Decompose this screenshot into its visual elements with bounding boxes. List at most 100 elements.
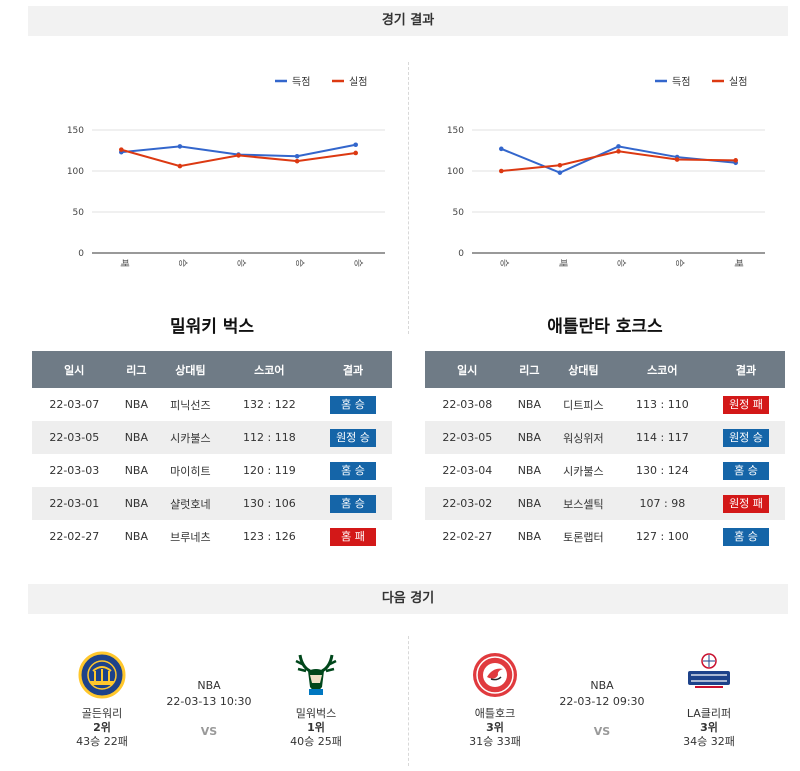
series-line bbox=[501, 150, 736, 172]
x-tick-label: 승 bbox=[498, 259, 509, 267]
column-divider bbox=[408, 62, 409, 334]
cell-opponent: 샬럿호네 bbox=[156, 487, 225, 520]
y-tick-label: 0 bbox=[458, 249, 464, 259]
cell-date: 22-03-05 bbox=[32, 421, 117, 454]
data-point bbox=[294, 153, 300, 159]
home-team-rank: 3위 bbox=[486, 721, 504, 734]
table-row: 22-03-07 NBA 피닉선즈 132 : 122 홈 승 bbox=[32, 388, 392, 421]
cell-result: 홈 승 bbox=[707, 520, 785, 553]
clippers-logo-icon bbox=[688, 653, 730, 688]
col-result: 결과 bbox=[707, 351, 785, 388]
cell-score: 130 : 124 bbox=[636, 464, 689, 477]
cell-league: NBA bbox=[116, 487, 157, 520]
x-tick-label: 승 bbox=[294, 259, 305, 267]
data-point bbox=[353, 150, 359, 156]
table-row: 22-03-02 NBA 보스셀틱 107 : 98 원정 패 bbox=[425, 487, 785, 520]
data-point bbox=[177, 144, 183, 149]
cell-league: NBA bbox=[124, 530, 149, 543]
home-team-rank: 2위 bbox=[93, 721, 111, 734]
cell-date: 22-02-27 bbox=[442, 530, 493, 543]
next-match-card[interactable]: 애틀호크 3위 31승 33패 NBA 22-03-12 09:30 VS LA… bbox=[425, 645, 785, 765]
col-score: 스코어 bbox=[617, 351, 707, 388]
away-team-record: 34승 32패 bbox=[683, 735, 735, 748]
result-badge: 홈 승 bbox=[330, 494, 376, 513]
cell-opponent: 피닉선즈 bbox=[170, 398, 211, 412]
data-point bbox=[557, 170, 563, 175]
chart-milwaukee: 득점 실점 0 50 100 150 패 승 승 승 승 bbox=[40, 62, 400, 277]
x-tick-label: 패 bbox=[557, 259, 568, 267]
data-point bbox=[616, 144, 621, 149]
data-point bbox=[499, 146, 504, 152]
cell-result: 홈 승 bbox=[707, 454, 785, 487]
next-match-card[interactable]: 골든워리 2위 43승 22패 NBA 22-03-13 10:30 VS 밀워… bbox=[32, 645, 392, 765]
chart-svg-atlanta: 득점 실점 0 50 100 150 승 패 승 승 패 bbox=[447, 76, 765, 267]
home-team[interactable]: 골든워리 2위 43승 22패 bbox=[52, 651, 152, 749]
cell-result: 홈 승 bbox=[314, 454, 392, 487]
col-date: 일시 bbox=[425, 351, 510, 388]
data-point bbox=[236, 153, 241, 158]
next-games-section-header: 다음 경기 bbox=[28, 584, 788, 614]
team-title-atlanta: 애틀란타 호크스 bbox=[547, 317, 663, 337]
cell-league: NBA bbox=[517, 464, 542, 477]
results-table-milwaukee: 일시 리그 상대팀 스코어 결과 22-03-07 NBA 피닉선즈 132 : 12… bbox=[32, 351, 392, 553]
cell-opponent: 보스셀틱 bbox=[549, 487, 618, 520]
chart-atlanta: 득점 실점 0 50 100 150 승 패 승 승 패 bbox=[420, 62, 780, 277]
cell-score: 123 : 126 bbox=[243, 530, 296, 543]
y-tick-label: 150 bbox=[67, 126, 84, 136]
y-tick-label: 100 bbox=[67, 167, 84, 177]
cell-score: 120 : 119 bbox=[243, 464, 296, 477]
cell-result: 원정 패 bbox=[707, 388, 785, 421]
cell-date: 22-03-05 bbox=[425, 421, 510, 454]
cell-opponent: 브루네츠 bbox=[170, 530, 211, 544]
cell-date: 22-03-01 bbox=[32, 487, 117, 520]
cell-date: 22-02-27 bbox=[49, 530, 100, 543]
vs-label: VS bbox=[200, 725, 218, 738]
cell-result: 홈 승 bbox=[314, 388, 392, 421]
result-badge: 원정 패 bbox=[723, 494, 769, 513]
col-league: 리그 bbox=[509, 351, 550, 388]
result-badge: 원정 승 bbox=[723, 428, 769, 447]
table-row: 22-02-27 NBA 브루네츠 123 : 126 홈 패 bbox=[32, 520, 392, 553]
cell-result: 원정 승 bbox=[707, 421, 785, 454]
result-badge: 홈 승 bbox=[723, 461, 769, 480]
home-team[interactable]: 애틀호크 3위 31승 33패 bbox=[445, 651, 545, 749]
cell-score: 114 : 117 bbox=[617, 421, 707, 454]
y-tick-label: 150 bbox=[447, 126, 464, 136]
col-date: 일시 bbox=[32, 351, 117, 388]
cell-result: 원정 승 bbox=[314, 421, 392, 454]
result-badge: 홈 승 bbox=[330, 395, 376, 414]
match-time: 22-03-12 09:30 bbox=[559, 695, 645, 708]
x-tick-label: 패 bbox=[733, 259, 744, 267]
match-time: 22-03-13 10:30 bbox=[166, 695, 252, 708]
table-header-row: 일시 리그 상대팀 스코어 결과 bbox=[425, 351, 785, 388]
team-title-milwaukee: 밀워키 벅스 bbox=[169, 317, 255, 337]
chart-svg-milwaukee: 득점 실점 0 50 100 150 패 승 승 승 승 bbox=[67, 76, 385, 267]
results-section-header: 경기 결과 bbox=[28, 6, 788, 36]
data-point bbox=[733, 158, 738, 163]
y-tick-label: 50 bbox=[73, 208, 85, 218]
x-tick-label: 승 bbox=[177, 259, 188, 267]
column-divider bbox=[408, 636, 409, 766]
col-result: 결과 bbox=[314, 351, 392, 388]
cell-date: 22-03-04 bbox=[442, 464, 493, 477]
col-opponent: 상대팀 bbox=[549, 351, 618, 388]
data-point bbox=[353, 142, 359, 148]
cell-league: NBA bbox=[517, 530, 542, 543]
cell-date: 22-03-07 bbox=[49, 398, 100, 411]
table-row: 22-02-27 NBA 토론랩터 127 : 100 홈 승 bbox=[425, 520, 785, 553]
table-row: 22-03-03 NBA 마이히트 120 : 119 홈 승 bbox=[32, 454, 392, 487]
table-row: 22-03-04 NBA 시카불스 130 : 124 홈 승 bbox=[425, 454, 785, 487]
match-league: NBA bbox=[197, 679, 221, 692]
y-tick-label: 100 bbox=[447, 167, 464, 177]
cell-date: 22-03-03 bbox=[49, 464, 100, 477]
legend-label: 득점 bbox=[292, 76, 310, 88]
x-tick-label: 승 bbox=[674, 259, 685, 267]
col-score: 스코어 bbox=[224, 351, 314, 388]
away-team[interactable]: 밀워벅스 1위 40승 25패 bbox=[266, 651, 366, 749]
data-point bbox=[557, 162, 563, 168]
away-team-name: 밀워벅스 bbox=[295, 707, 337, 720]
cell-league: NBA bbox=[116, 421, 157, 454]
away-team[interactable]: LA클리퍼 3위 34승 32패 bbox=[659, 651, 759, 749]
cell-score: 112 : 118 bbox=[224, 421, 314, 454]
legend-label: 득점 bbox=[672, 76, 690, 88]
